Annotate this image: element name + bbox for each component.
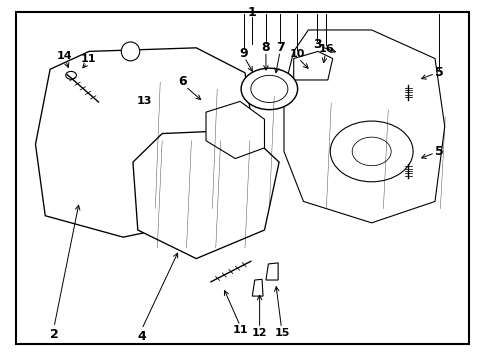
Circle shape	[66, 71, 76, 79]
Text: 5: 5	[435, 145, 443, 158]
Circle shape	[330, 121, 413, 182]
Text: 15: 15	[275, 328, 290, 338]
Text: 9: 9	[239, 47, 248, 60]
Circle shape	[251, 75, 288, 103]
Text: 16: 16	[318, 44, 334, 54]
Text: 2: 2	[49, 328, 58, 341]
Text: 12: 12	[252, 328, 268, 338]
Text: 4: 4	[137, 330, 146, 343]
Text: 1: 1	[248, 6, 257, 19]
Polygon shape	[133, 130, 279, 258]
Text: 11: 11	[80, 54, 96, 64]
Ellipse shape	[121, 42, 140, 61]
Polygon shape	[284, 30, 445, 223]
Text: 14: 14	[57, 51, 73, 61]
Text: 5: 5	[435, 66, 443, 79]
Text: 6: 6	[178, 75, 187, 88]
Text: 8: 8	[262, 41, 270, 54]
Text: 7: 7	[276, 41, 285, 54]
Circle shape	[241, 68, 297, 110]
Polygon shape	[35, 48, 255, 237]
Polygon shape	[252, 279, 263, 296]
Polygon shape	[206, 102, 265, 158]
Text: 13: 13	[136, 96, 152, 107]
Text: 11: 11	[232, 325, 248, 336]
Polygon shape	[266, 263, 278, 280]
Text: 10: 10	[290, 49, 305, 59]
Polygon shape	[294, 51, 333, 80]
Circle shape	[352, 137, 391, 166]
Text: 3: 3	[313, 39, 321, 51]
